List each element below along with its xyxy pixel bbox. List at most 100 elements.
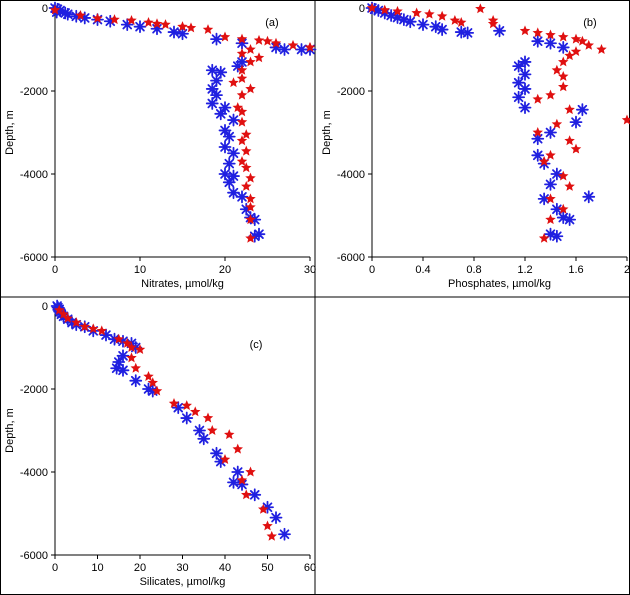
asterisk-point [531, 132, 545, 146]
asterisk-point [544, 227, 557, 241]
asterisk-point [518, 55, 532, 69]
star-point [577, 35, 588, 46]
asterisk-point [531, 34, 545, 48]
asterisk-point [544, 126, 557, 139]
asterisk-point [112, 355, 126, 369]
y-axis-title: Depth, m [4, 408, 16, 453]
asterisk-point [397, 13, 411, 27]
star-point [245, 83, 256, 94]
chart-panel: 0 10 20 30 40 50 60 0 -2000 -4000 -6000 Silicates, … [4, 299, 316, 588]
asterisk-point [129, 341, 143, 354]
star-point [245, 56, 256, 67]
star-point [219, 454, 231, 464]
asterisk-point [227, 113, 240, 127]
star-point [266, 530, 277, 541]
asterisk-point [103, 14, 117, 28]
x-tick-label: 10 [134, 264, 146, 276]
x-tick-label: 10 [91, 562, 103, 574]
asterisk-point [512, 76, 526, 90]
star-point [245, 214, 256, 225]
asterisk-point [269, 41, 283, 54]
star-point [392, 5, 403, 16]
star-point [241, 145, 252, 156]
star-point [262, 520, 273, 531]
y-tick-label: -6000 [20, 252, 48, 264]
y-axis-title: Depth, m [4, 110, 16, 155]
asterisk-point [556, 41, 570, 54]
star-point [71, 317, 82, 328]
asterisk-point [518, 101, 532, 114]
star-point [245, 193, 256, 204]
star-point [236, 116, 248, 127]
star-point [570, 33, 582, 44]
star-point [436, 10, 448, 21]
y-tick-label: -4000 [20, 169, 48, 181]
star-point [583, 39, 594, 50]
asterisk-point [227, 146, 240, 160]
star-point [424, 8, 435, 19]
star-point [49, 4, 61, 15]
star-point [147, 377, 158, 388]
star-point [245, 232, 256, 243]
star-point [113, 333, 124, 344]
star-point [109, 14, 120, 25]
star-point [236, 474, 248, 485]
asterisk-point [391, 11, 404, 24]
y-tick-label: 0 [42, 3, 48, 15]
star-point [202, 24, 214, 35]
star-point [236, 48, 248, 59]
asterisk-point [537, 192, 551, 206]
asterisk-point [99, 328, 113, 342]
asterisk-point [231, 59, 245, 73]
star-point [241, 180, 252, 191]
series-b [54, 304, 277, 541]
asterisk-point [150, 22, 164, 36]
x-axis-title: Nitrates, µmol/kg [141, 278, 224, 290]
asterisk-point [248, 213, 262, 227]
star-point [130, 362, 141, 373]
asterisk-point [569, 115, 583, 129]
star-point [224, 429, 235, 440]
star-point [449, 14, 461, 25]
asterisk-point [235, 478, 249, 491]
star-point [258, 503, 269, 514]
x-tick-label: 0 [52, 562, 58, 574]
x-tick-label: 40 [219, 562, 231, 574]
asterisk-point [129, 374, 143, 388]
star-point [564, 104, 575, 115]
asterisk-point [214, 455, 228, 469]
star-point [245, 466, 256, 477]
star-point [538, 232, 550, 243]
star-point [126, 352, 137, 363]
asterisk-point [116, 349, 130, 363]
asterisk-point [133, 20, 147, 34]
star-point [122, 337, 133, 348]
star-point [75, 9, 86, 20]
asterisk-point [146, 384, 160, 398]
y-tick-label: -4000 [337, 169, 365, 181]
star-point [151, 18, 163, 29]
star-point [62, 312, 73, 323]
asterisk-point [378, 6, 392, 20]
asterisk-point [218, 101, 232, 114]
asterisk-point [435, 23, 449, 36]
asterisk-point [269, 511, 283, 525]
star-point [236, 73, 248, 83]
star-point [366, 2, 378, 13]
star-point [564, 135, 575, 146]
y-tick-label: 0 [42, 301, 48, 313]
asterisk-point [116, 334, 130, 348]
asterisk-point [518, 68, 532, 81]
panel-label: (a) [265, 17, 278, 29]
y-tick-label: -4000 [20, 467, 48, 479]
star-point [558, 81, 569, 92]
asterisk-point [214, 65, 228, 79]
star-point [79, 321, 90, 332]
x-tick-label: 1.2 [517, 264, 532, 276]
x-tick-label: 0.8 [466, 264, 481, 276]
chart-panel: 0 0.4 0.8 1.2 1.6 2 0 -2000 -4000 -6000 Phosphates… [321, 1, 630, 290]
y-tick-label: 0 [359, 3, 365, 15]
series-b [49, 4, 316, 243]
series-a [48, 1, 317, 243]
asterisk-point [197, 432, 211, 446]
